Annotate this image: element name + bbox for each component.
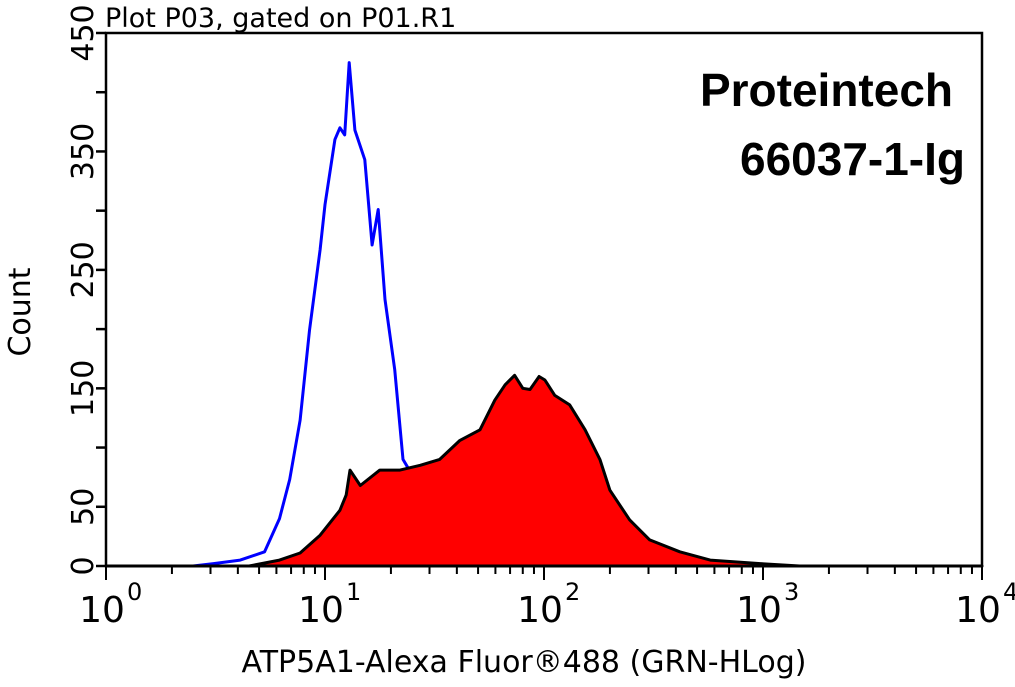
annotation-catalog: 66037-1-Ig bbox=[740, 133, 965, 185]
x-axis-label: ATP5A1-Alexa Fluor®488 (GRN-HLog) bbox=[242, 645, 807, 680]
x-tick-label: 10 bbox=[736, 590, 782, 631]
x-tick-exponent: 2 bbox=[565, 578, 580, 606]
x-tick-exponent: 4 bbox=[1003, 578, 1015, 606]
y-tick-label: 350 bbox=[66, 123, 101, 180]
x-tick-label: 10 bbox=[517, 590, 563, 631]
y-tick-label: 450 bbox=[66, 4, 101, 61]
annotation-brand: Proteintech bbox=[700, 64, 953, 116]
y-tick-label: 0 bbox=[66, 556, 101, 575]
series-outline-histogram bbox=[106, 61, 982, 568]
x-tick-label: 10 bbox=[298, 590, 344, 631]
y-tick-label: 250 bbox=[66, 241, 101, 298]
x-tick-label: 10 bbox=[955, 590, 1001, 631]
y-tick-label: 50 bbox=[66, 488, 101, 526]
x-tick-label: 10 bbox=[79, 590, 125, 631]
chart-title: Plot P03, gated on P01.R1 bbox=[105, 3, 456, 34]
x-tick-exponent: 1 bbox=[346, 578, 361, 606]
y-tick-label: 150 bbox=[66, 360, 101, 417]
y-axis-label: Count bbox=[3, 267, 38, 356]
x-tick-exponent: 3 bbox=[784, 578, 799, 606]
x-tick-exponent: 0 bbox=[127, 578, 142, 606]
series-filled-histogram bbox=[104, 373, 984, 568]
